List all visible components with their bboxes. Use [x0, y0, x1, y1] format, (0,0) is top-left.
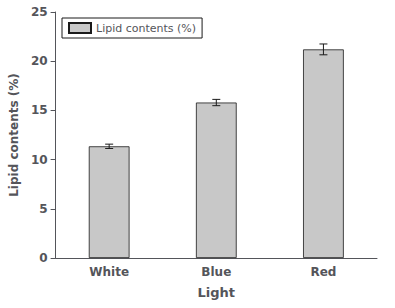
svg-text:Blue: Blue	[201, 265, 231, 279]
svg-text:0: 0	[39, 251, 47, 265]
svg-text:15: 15	[31, 103, 48, 117]
svg-text:Red: Red	[310, 265, 336, 279]
svg-text:5: 5	[39, 202, 47, 216]
svg-text:25: 25	[31, 5, 48, 19]
svg-text:Lipid contents (%): Lipid contents (%)	[96, 22, 196, 35]
svg-text:Lipid contents (%): Lipid contents (%)	[7, 73, 21, 197]
svg-text:White: White	[89, 265, 129, 279]
svg-text:10: 10	[31, 153, 48, 167]
svg-text:20: 20	[31, 54, 48, 68]
svg-text:Light: Light	[198, 285, 236, 300]
